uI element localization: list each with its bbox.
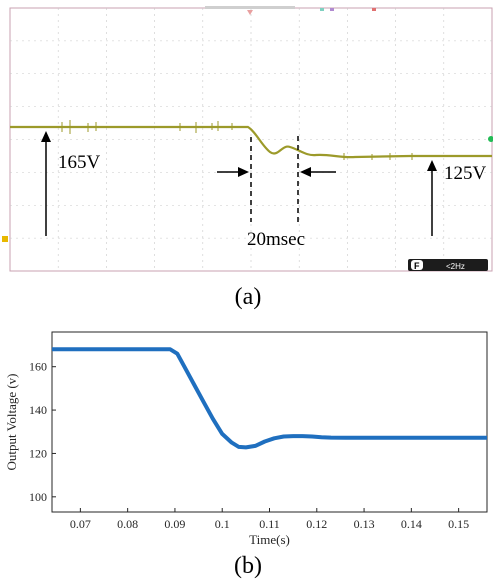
status-indicator: F <2Hz: [408, 259, 488, 271]
trigger-marker-left: [2, 236, 8, 242]
status-text: <2Hz: [446, 262, 465, 271]
x-tick-label: 0.13: [354, 517, 375, 531]
status-badge: F: [414, 261, 420, 271]
y-axis-label: Output Voltage (v): [4, 373, 19, 470]
caption-a: (a): [234, 284, 262, 310]
plot-area: [51, 331, 488, 513]
y-tick-label: 160: [29, 360, 47, 374]
scope-top-marks: [205, 6, 376, 15]
arrow-165v-head: [41, 131, 51, 142]
plot-ticks: 0.07 0.08 0.09 0.1 0.11 0.12 0.13 0.14 0.15 100 12…: [29, 360, 469, 531]
output-voltage-line: [52, 347, 487, 450]
arrow-duration-left-head: [238, 167, 249, 177]
x-tick-label: 0.14: [401, 517, 422, 531]
x-tick-label: 0.08: [117, 517, 138, 531]
caption-b: (b): [234, 553, 262, 579]
label-125v: 125V: [444, 163, 487, 184]
y-tick-label: 120: [29, 446, 47, 460]
x-tick-label: 0.15: [448, 517, 469, 531]
x-tick-label: 0.09: [164, 517, 185, 531]
x-tick-label: 0.1: [215, 517, 230, 531]
arrow-125v-head: [427, 160, 437, 171]
trigger-marker-right: [488, 136, 493, 142]
x-tick-label: 0.07: [70, 517, 91, 531]
voltage-plot: 0.07 0.08 0.09 0.1 0.11 0.12 0.13 0.14 0.15 100 12…: [4, 331, 488, 547]
arrow-duration-right-head: [300, 167, 311, 177]
y-tick-label: 140: [29, 403, 47, 417]
label-165v: 165V: [58, 152, 101, 173]
x-axis-label: Time(s): [249, 532, 290, 547]
x-tick-label: 0.11: [259, 517, 280, 531]
oscilloscope-screen: 165V 20msec 125V F <2Hz: [2, 6, 493, 272]
x-tick-label: 0.12: [306, 517, 327, 531]
y-tick-label: 100: [29, 490, 47, 504]
scope-noise-spikes: [61, 120, 413, 160]
label-duration: 20msec: [247, 229, 305, 250]
scope-trace: [10, 125, 492, 159]
